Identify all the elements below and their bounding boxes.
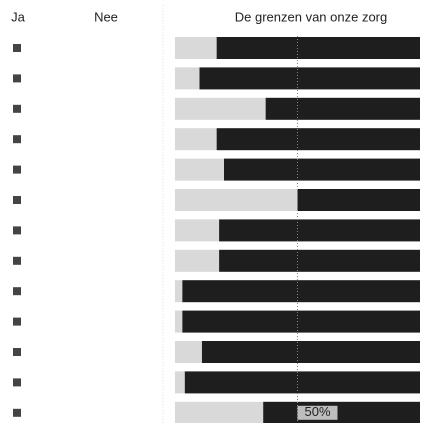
- x-tick-label: 50%: [304, 404, 330, 419]
- row-icon: [13, 226, 21, 235]
- bar-segment: [175, 371, 185, 394]
- bar-segment: [175, 67, 200, 90]
- bar-segment: [175, 97, 266, 120]
- bar-segment: [175, 310, 183, 333]
- row-icon: [13, 317, 21, 326]
- bar-segment: [175, 128, 217, 151]
- bar-segment: [263, 401, 420, 423]
- bar-segment: [216, 128, 420, 151]
- row-icon: [13, 165, 21, 174]
- bar-segment: [201, 341, 420, 363]
- row-icon: [13, 44, 21, 52]
- bar-segment: [184, 371, 420, 394]
- bar-segment: [219, 249, 420, 272]
- row-icon: [13, 287, 21, 296]
- row-icon: [13, 74, 21, 83]
- bar-segment: [175, 249, 220, 272]
- row-icon: [13, 104, 21, 113]
- bar-segment: [175, 401, 264, 423]
- bar-segment: [216, 37, 420, 59]
- bar-segment: [175, 189, 298, 211]
- row-icon: [13, 256, 21, 265]
- bar-segment: [297, 189, 420, 211]
- chart-title: De grenzen van onze zorg: [235, 9, 387, 24]
- bar-segment: [175, 280, 183, 303]
- row-icon: [13, 408, 21, 417]
- bar-segment: [182, 280, 420, 303]
- row-icon: [13, 378, 21, 387]
- tick-label-bg: [297, 405, 338, 420]
- bar-segment: [175, 341, 202, 363]
- row-icon: [13, 196, 21, 204]
- row-icon: [13, 135, 21, 144]
- bar-segment: [175, 158, 224, 181]
- bar-segment: [199, 67, 420, 90]
- bar-segment: [265, 97, 420, 120]
- row-icon: [13, 348, 21, 356]
- legend-label: Ja: [11, 9, 26, 24]
- bar-segment: [175, 219, 220, 242]
- legend-label: Nee: [94, 9, 118, 24]
- bar-segment: [224, 158, 420, 181]
- bar-segment: [219, 219, 420, 242]
- bar-segment: [182, 310, 420, 333]
- bar-segment: [175, 37, 217, 59]
